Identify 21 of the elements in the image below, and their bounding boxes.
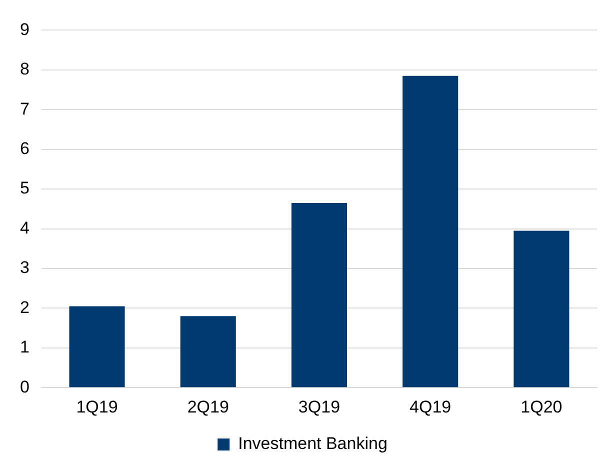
bar bbox=[69, 306, 125, 388]
y-tick-label: 5 bbox=[20, 178, 30, 198]
y-tick-label: 8 bbox=[20, 60, 30, 79]
y-tick-label: 4 bbox=[20, 218, 30, 238]
y-tick-label: 1 bbox=[20, 338, 30, 357]
bar bbox=[514, 230, 570, 388]
y-tick-label: 3 bbox=[20, 258, 30, 278]
x-tick-label: 3Q19 bbox=[298, 397, 340, 416]
y-tick-label: 2 bbox=[20, 298, 30, 317]
y-tick-label: 7 bbox=[20, 99, 30, 118]
bar bbox=[180, 316, 236, 388]
x-tick-label: 4Q19 bbox=[410, 397, 452, 416]
x-tick-label: 2Q19 bbox=[187, 397, 229, 416]
y-tick-label: 6 bbox=[20, 139, 30, 158]
x-tick-label: 1Q20 bbox=[520, 397, 562, 416]
y-tick-label: 0 bbox=[20, 377, 30, 396]
legend-label: Investment Banking bbox=[238, 434, 388, 454]
bar bbox=[291, 202, 348, 388]
y-tick-label: 9 bbox=[20, 20, 30, 39]
bar bbox=[402, 76, 458, 388]
x-tick-label: 1Q19 bbox=[76, 397, 118, 416]
